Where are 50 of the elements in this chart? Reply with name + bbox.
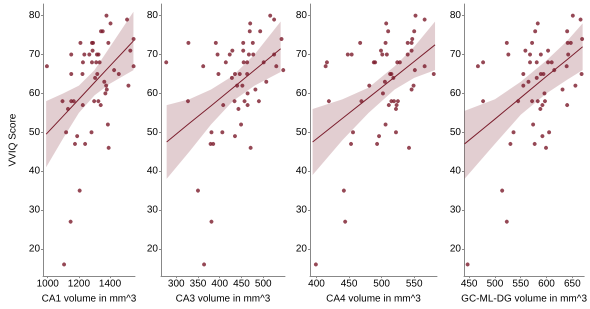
x-axis-title: GC-ML-DG volume in mm^3: [461, 294, 588, 304]
y-tick-label: 80: [450, 10, 462, 22]
y-tick-label: 50: [28, 126, 40, 138]
x-tick-label: 500: [373, 278, 390, 290]
x-tick-label: 500: [486, 278, 504, 290]
x-tick-label: 650: [564, 278, 582, 290]
y-tick-label: 60: [28, 88, 40, 99]
y-tick-label: 20: [296, 243, 308, 254]
x-tick-label: 300: [168, 278, 186, 290]
y-axis-title: VVIQ Score: [8, 113, 18, 166]
y-tick-label: 70: [450, 49, 462, 60]
x-tick-label: 600: [538, 278, 556, 290]
y-tick-label: 30: [450, 204, 462, 216]
y-tick-label: 50: [146, 126, 158, 138]
x-tick-label: 550: [406, 278, 423, 290]
y-tick-label: 80: [28, 10, 40, 22]
y-tick-label: 50: [296, 126, 308, 138]
y-tick-label: 70: [296, 49, 308, 60]
x-tick-label: 450: [233, 278, 250, 290]
x-tick-label: 400: [211, 278, 229, 290]
y-tick-label: 30: [28, 204, 40, 216]
x-tick-label: 1200: [68, 278, 90, 290]
x-tick-label: 400: [308, 278, 326, 290]
x-tick-label: 450: [340, 278, 358, 290]
y-tick-label: 20: [146, 243, 158, 254]
y-tick-label: 60: [450, 88, 462, 99]
x-axis-title: CA4 volume in mm^3: [326, 294, 422, 304]
y-tick-label: 30: [146, 204, 158, 216]
x-tick-label: 1400: [98, 278, 122, 290]
x-axis-title: CA3 volume in mm^3: [176, 294, 271, 304]
y-tick-label: 50: [450, 126, 462, 138]
y-tick-label: 60: [146, 88, 158, 99]
y-tick-label: 40: [146, 166, 158, 177]
y-tick-label: 20: [28, 243, 40, 254]
y-tick-label: 40: [296, 166, 308, 177]
y-tick-label: 40: [450, 166, 462, 177]
y-tick-label: 70: [28, 49, 40, 60]
x-tick-label: 500: [254, 278, 272, 290]
x-axis-title: CA1 volume in mm^3: [42, 294, 137, 304]
y-tick-label: 30: [296, 204, 308, 216]
x-tick-label: 1000: [36, 278, 60, 290]
x-tick-label: 350: [190, 278, 207, 290]
x-tick-label: 550: [512, 278, 530, 290]
x-tick-label: 450: [460, 278, 478, 290]
y-tick-label: 40: [28, 166, 40, 177]
y-tick-label: 60: [296, 88, 308, 99]
y-tick-label: 80: [146, 10, 158, 22]
y-tick-label: 20: [450, 243, 462, 254]
y-tick-label: 70: [146, 49, 158, 60]
y-tick-label: 80: [296, 10, 308, 22]
